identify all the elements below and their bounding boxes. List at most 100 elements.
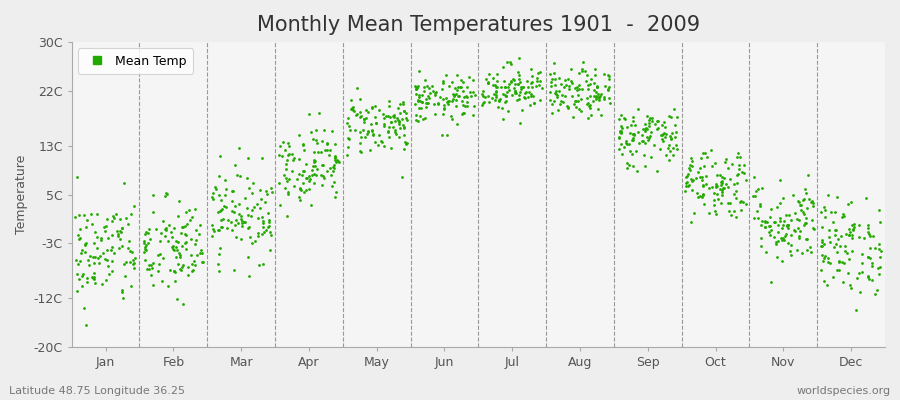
Point [582, 81, 597, 88]
Point [353, 114, 367, 120]
Point [212, 173, 226, 179]
Point [444, 113, 458, 119]
Point [264, 232, 278, 238]
Point [114, 229, 129, 235]
Point [794, 202, 808, 208]
Point [225, 227, 239, 234]
Point [590, 84, 605, 90]
Point [449, 97, 464, 104]
Point [656, 138, 670, 144]
Point [227, 209, 241, 215]
Point [450, 86, 464, 93]
Point [206, 190, 220, 196]
Point [311, 110, 326, 116]
Point [360, 131, 374, 138]
Point [873, 254, 887, 260]
Point [514, 84, 528, 90]
Point [194, 247, 208, 253]
Point [464, 93, 478, 99]
Point [454, 98, 469, 104]
Point [500, 58, 514, 65]
Point [204, 222, 219, 228]
Point [281, 191, 295, 198]
Point [531, 70, 545, 76]
Point [184, 236, 199, 242]
Point [602, 76, 616, 82]
Point [241, 273, 256, 280]
Point [696, 192, 710, 198]
Point [139, 242, 153, 248]
Point [575, 86, 590, 92]
Point [734, 169, 749, 175]
Point [772, 218, 787, 224]
Point [358, 115, 373, 121]
Point [552, 88, 566, 94]
Point [376, 121, 391, 128]
Point [292, 185, 307, 192]
Point [714, 182, 728, 188]
Point [87, 280, 102, 287]
Point [263, 228, 277, 235]
Point [73, 234, 87, 241]
Point [446, 91, 461, 98]
Point [86, 275, 100, 282]
Point [466, 77, 481, 84]
Point [306, 136, 320, 142]
Point [225, 197, 239, 204]
Point [653, 146, 668, 152]
Point [110, 228, 124, 235]
Point [139, 256, 153, 263]
Point [868, 291, 883, 298]
Point [397, 146, 411, 153]
Point [635, 138, 650, 144]
Point [798, 219, 813, 226]
Point [626, 132, 641, 138]
Point [328, 154, 342, 160]
Point [544, 83, 558, 89]
Point [146, 282, 160, 289]
Point [454, 76, 468, 83]
Point [392, 118, 407, 125]
Point [763, 232, 778, 238]
Point [138, 231, 152, 237]
Point [388, 118, 402, 124]
Point [192, 230, 206, 237]
Point [188, 240, 202, 247]
Point [250, 230, 265, 236]
Point [320, 141, 335, 147]
Point [350, 111, 365, 117]
Point [546, 98, 561, 104]
Point [781, 225, 796, 231]
Point [638, 128, 652, 134]
Point [112, 245, 126, 252]
Point [832, 243, 847, 250]
Point [263, 247, 277, 253]
Point [751, 215, 765, 221]
Point [841, 201, 855, 207]
Point [747, 214, 761, 221]
Point [865, 263, 879, 269]
Point [792, 202, 806, 208]
Point [124, 283, 139, 289]
Point [680, 172, 695, 179]
Point [568, 85, 582, 91]
Point [307, 149, 321, 156]
Point [356, 119, 371, 126]
Point [170, 239, 184, 246]
Point [84, 211, 98, 217]
Point [635, 138, 650, 144]
Point [368, 114, 382, 120]
Point [76, 305, 91, 311]
Point [489, 89, 503, 96]
Legend: Mean Temp: Mean Temp [78, 48, 194, 74]
Point [618, 115, 633, 122]
Point [475, 102, 490, 108]
Point [659, 130, 673, 137]
Point [838, 243, 852, 249]
Point [831, 235, 845, 242]
Point [445, 78, 459, 85]
Point [460, 83, 474, 90]
Point [479, 76, 493, 82]
Point [862, 230, 877, 237]
Point [194, 259, 209, 266]
